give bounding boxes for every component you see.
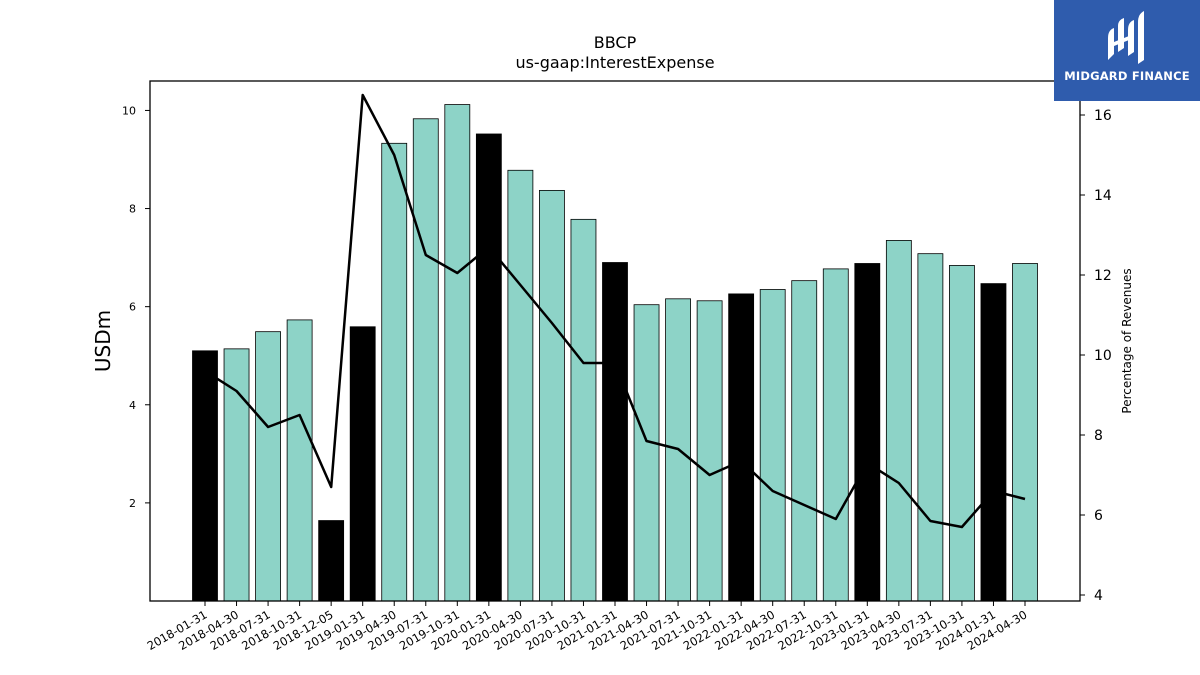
bar-series	[192, 104, 1038, 602]
bar-2019-01-31	[349, 326, 376, 602]
bar-2018-12-05	[318, 520, 345, 602]
y-tick-label-right: 6	[1094, 508, 1103, 524]
y-axis-label-right: Percentage of Revenues	[1120, 268, 1134, 413]
bar-2021-04-30	[633, 304, 660, 602]
y-tick-label-left: 4	[129, 399, 136, 412]
bar-2018-01-31	[192, 350, 218, 602]
chart-subtitle: us-gaap:InterestExpense	[515, 53, 714, 72]
y-tick-label-right: 12	[1094, 268, 1112, 284]
bar-2023-01-31	[854, 263, 881, 602]
bar-2019-07-31	[412, 118, 439, 602]
y-tick-label-right: 10	[1094, 348, 1112, 364]
ratio-line	[204, 93, 1026, 529]
bar-2023-10-31	[949, 265, 975, 602]
bar-2023-07-31	[917, 253, 944, 602]
logo-text: MIDGARD FINANCE	[1064, 69, 1190, 83]
bar-2021-01-31	[602, 262, 628, 602]
y-tick-label-left: 10	[122, 104, 136, 117]
y-tick-label-right: 4	[1094, 588, 1103, 604]
bar-2023-04-30	[885, 240, 912, 602]
bar-2018-10-31	[286, 319, 313, 602]
bar-2022-10-31	[822, 268, 849, 602]
plot-frame	[149, 80, 1081, 602]
bar-2022-04-30	[759, 289, 786, 602]
bar-2019-10-31	[444, 104, 471, 602]
bar-2018-07-31	[255, 331, 281, 602]
bar-2020-10-31	[570, 218, 597, 602]
y-tick-label-left: 8	[129, 203, 136, 216]
y-tick-label-right: 8	[1094, 428, 1103, 444]
y-tick-label-left: 2	[129, 497, 136, 510]
bar-2021-10-31	[696, 300, 723, 602]
y-axis-label-left: USDm	[91, 310, 115, 372]
bar-2020-01-31	[475, 133, 502, 602]
brand-logo: MIDGARD FINANCE	[1054, 0, 1200, 101]
bar-2024-01-31	[980, 283, 1007, 602]
bar-2020-07-31	[539, 189, 565, 602]
y-axis-left: 2 4 6 8 10	[122, 104, 150, 510]
y-tick-label-right: 14	[1094, 188, 1112, 204]
bar-2024-04-30	[1012, 263, 1038, 602]
bar-2019-04-30	[381, 142, 408, 602]
y-axis-right: 4 6 8 10 12 14 16	[1080, 108, 1112, 604]
y-tick-label-left: 6	[129, 301, 136, 314]
bar-2020-04-30	[507, 169, 534, 602]
x-axis: 2018-01-312018-04-302018-07-312018-10-31…	[145, 601, 1030, 653]
bar-2022-07-31	[791, 280, 818, 602]
chart-title: BBCP	[594, 33, 637, 52]
logo-mark-icon	[1108, 11, 1144, 64]
y-tick-label-right: 16	[1094, 108, 1112, 124]
bar-2022-01-31	[728, 293, 755, 602]
line-series	[204, 93, 1026, 529]
